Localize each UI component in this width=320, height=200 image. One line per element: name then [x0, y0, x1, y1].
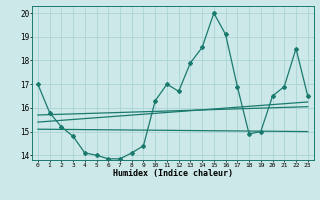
- X-axis label: Humidex (Indice chaleur): Humidex (Indice chaleur): [113, 169, 233, 178]
